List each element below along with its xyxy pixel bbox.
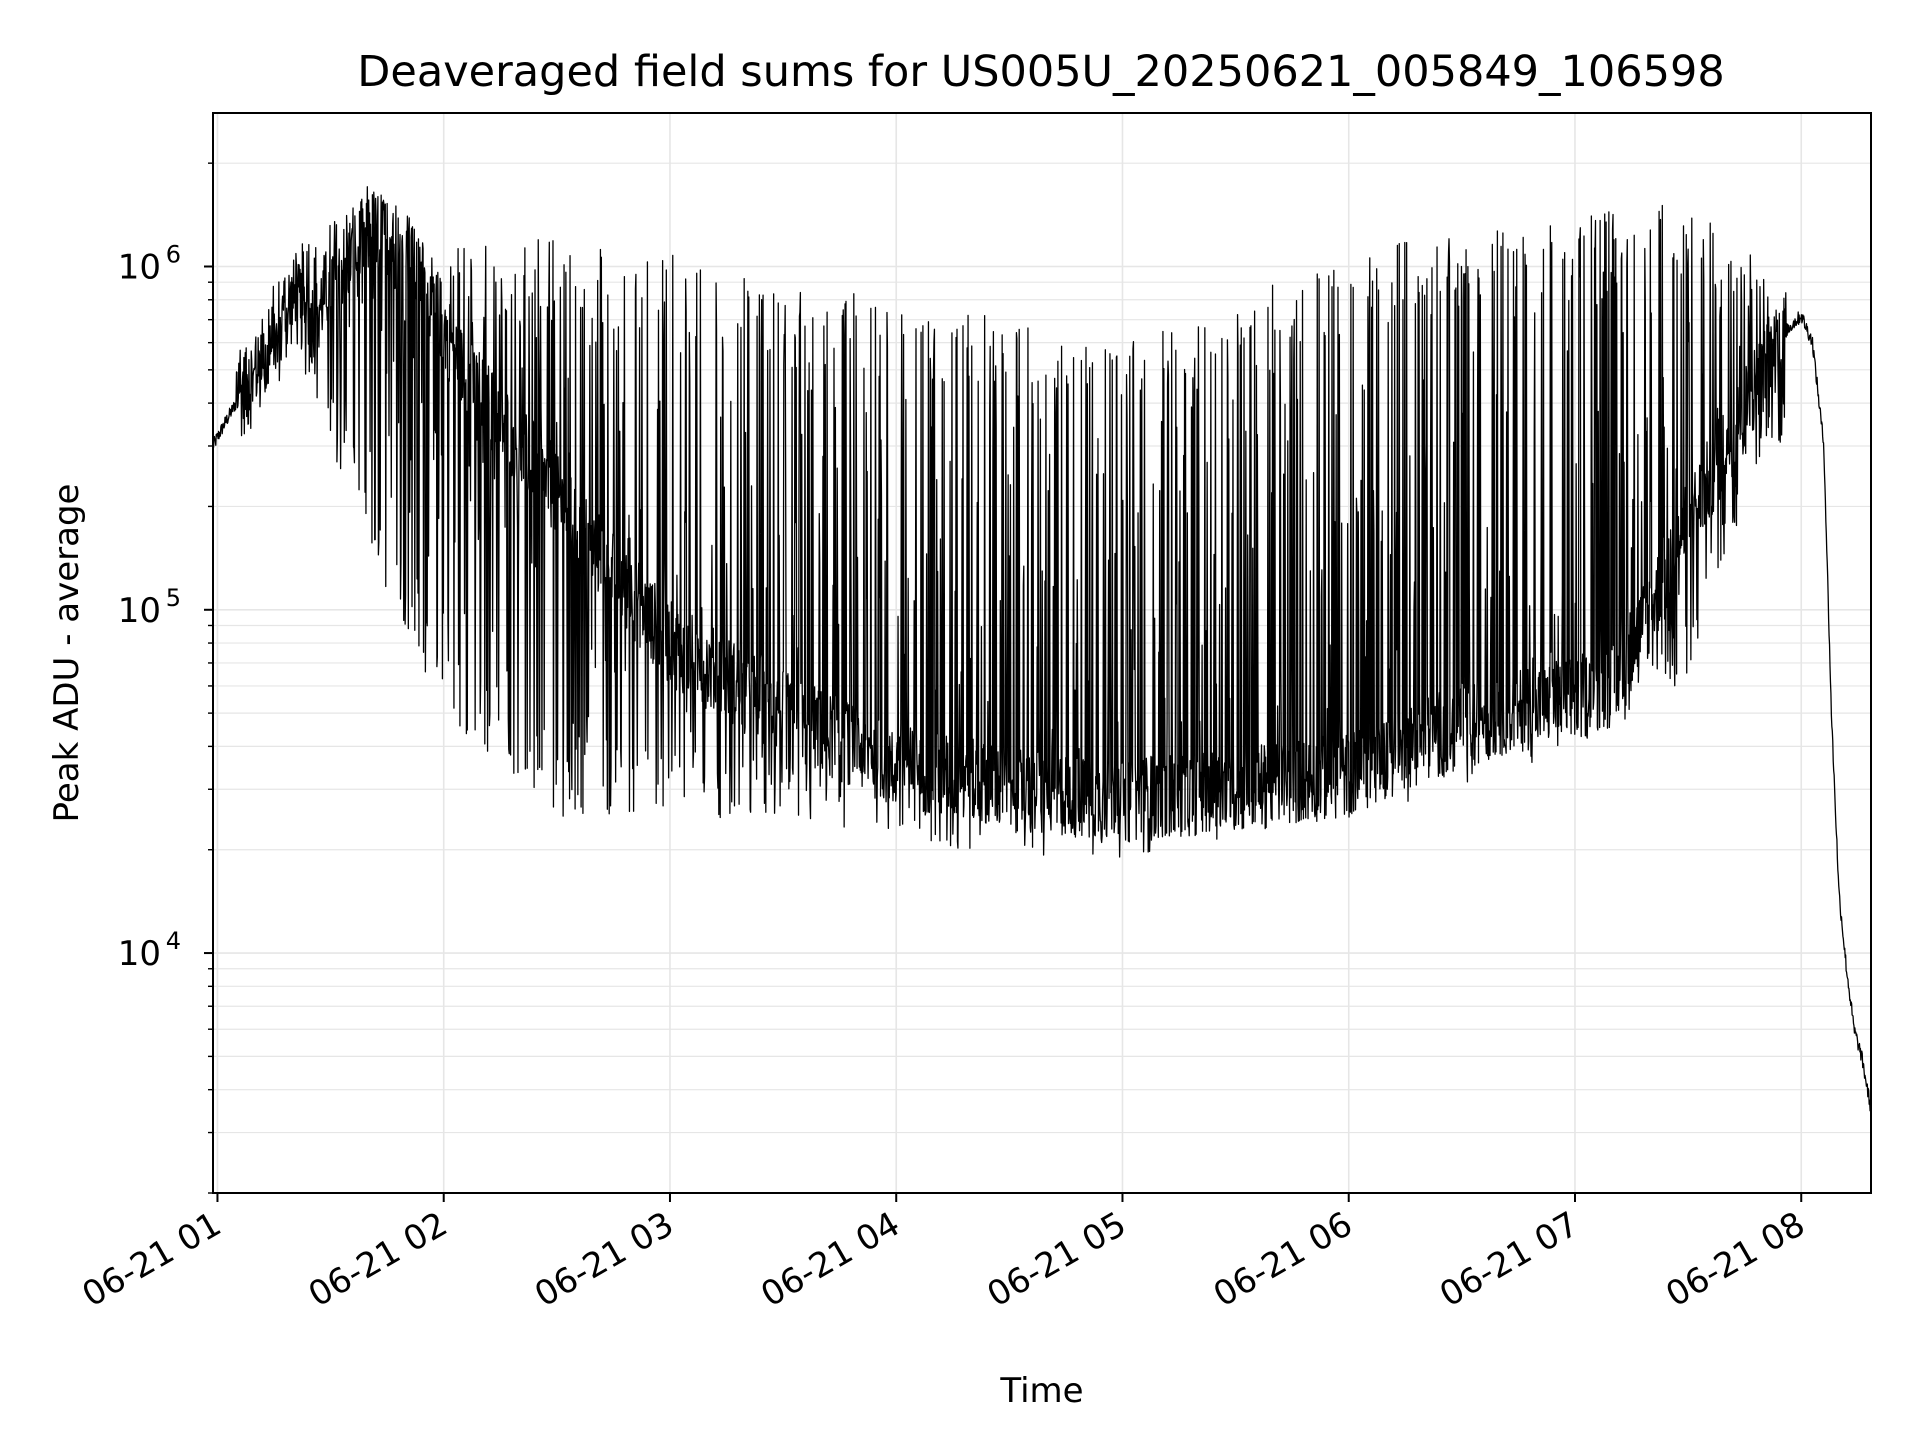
y-tick-exponent: 5 [166,584,181,612]
x-tick-label: 06-21 01 [76,1204,228,1315]
x-tick-label: 06-21 05 [981,1204,1133,1315]
chart-title: Deaveraged field sums for US005U_2025062… [357,47,1724,97]
y-tick-base: 10 [118,248,161,288]
y-tick-label: 10 5 [118,584,181,631]
x-axis: 06-21 01 06-21 02 06-21 03 06-21 04 06-21 05… [76,1193,1812,1315]
y-tick-exponent: 4 [166,927,181,955]
y-tick-base: 10 [118,591,161,631]
y-tick-exponent: 6 [166,241,181,269]
x-tick-label: 06-21 07 [1433,1204,1585,1315]
x-tick-label: 06-21 04 [754,1204,906,1315]
plot-frame [212,112,1872,1194]
x-tick-label: 06-21 03 [528,1204,680,1315]
x-axis-label: Time [999,1371,1083,1411]
x-tick-label: 06-21 02 [302,1204,454,1315]
x-tick-label: 06-21 06 [1207,1204,1359,1315]
y-tick-label: 10 4 [118,927,181,974]
plot-area [213,186,1871,1112]
y-tick-label: 10 6 [118,241,181,288]
series-line [213,186,1871,1112]
y-axis-label: Peak ADU - average [47,484,87,823]
y-tick-base: 10 [118,934,161,974]
x-tick-label: 06-21 08 [1659,1204,1811,1315]
